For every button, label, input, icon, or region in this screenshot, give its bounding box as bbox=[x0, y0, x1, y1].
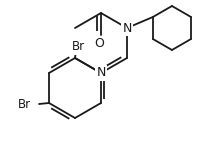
Text: N: N bbox=[122, 22, 132, 34]
Text: Br: Br bbox=[71, 41, 85, 54]
Text: N: N bbox=[96, 67, 106, 80]
Text: Br: Br bbox=[18, 99, 31, 112]
Text: O: O bbox=[94, 37, 104, 50]
